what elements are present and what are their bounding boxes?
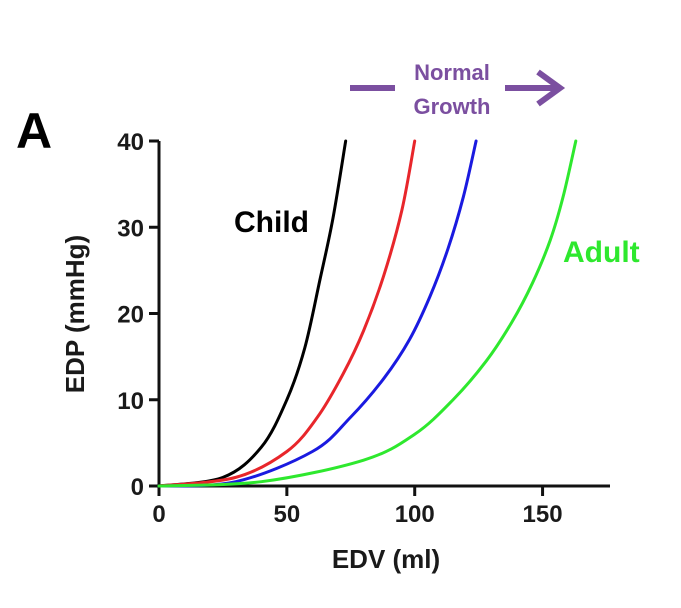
y-tick-label: 40: [117, 129, 144, 156]
growth-annotation-line2: Growth: [414, 94, 491, 119]
x-tick-label: 50: [274, 501, 301, 528]
axes: [157, 141, 610, 488]
y-tick-label: 0: [131, 474, 144, 501]
panel-label: A: [16, 103, 52, 159]
ticks: 0 50 100 150 0 10 20 30 40: [117, 129, 562, 528]
x-tick-label: 100: [395, 501, 435, 528]
growth-annotation-line1: Normal: [414, 60, 490, 85]
series-line-red: [157, 139, 417, 488]
series-line-blue: [157, 139, 478, 488]
series-line-adult: [157, 139, 578, 488]
x-tick-label: 150: [523, 501, 563, 528]
series-line-child: [157, 139, 348, 488]
y-tick-label: 20: [117, 302, 144, 329]
y-tick-label: 10: [117, 388, 144, 415]
series-group: [157, 139, 578, 488]
x-axis-title: EDV (ml): [332, 544, 440, 574]
growth-arrow-head-icon: [536, 69, 566, 107]
growth-annotation: Normal Growth: [350, 60, 566, 119]
x-tick-label: 0: [152, 501, 165, 528]
y-tick-label: 30: [117, 215, 144, 242]
series-label-child: Child: [234, 206, 309, 239]
y-axis-title: EDP (mmHg): [60, 235, 90, 393]
series-label-adult: Adult: [563, 236, 640, 269]
